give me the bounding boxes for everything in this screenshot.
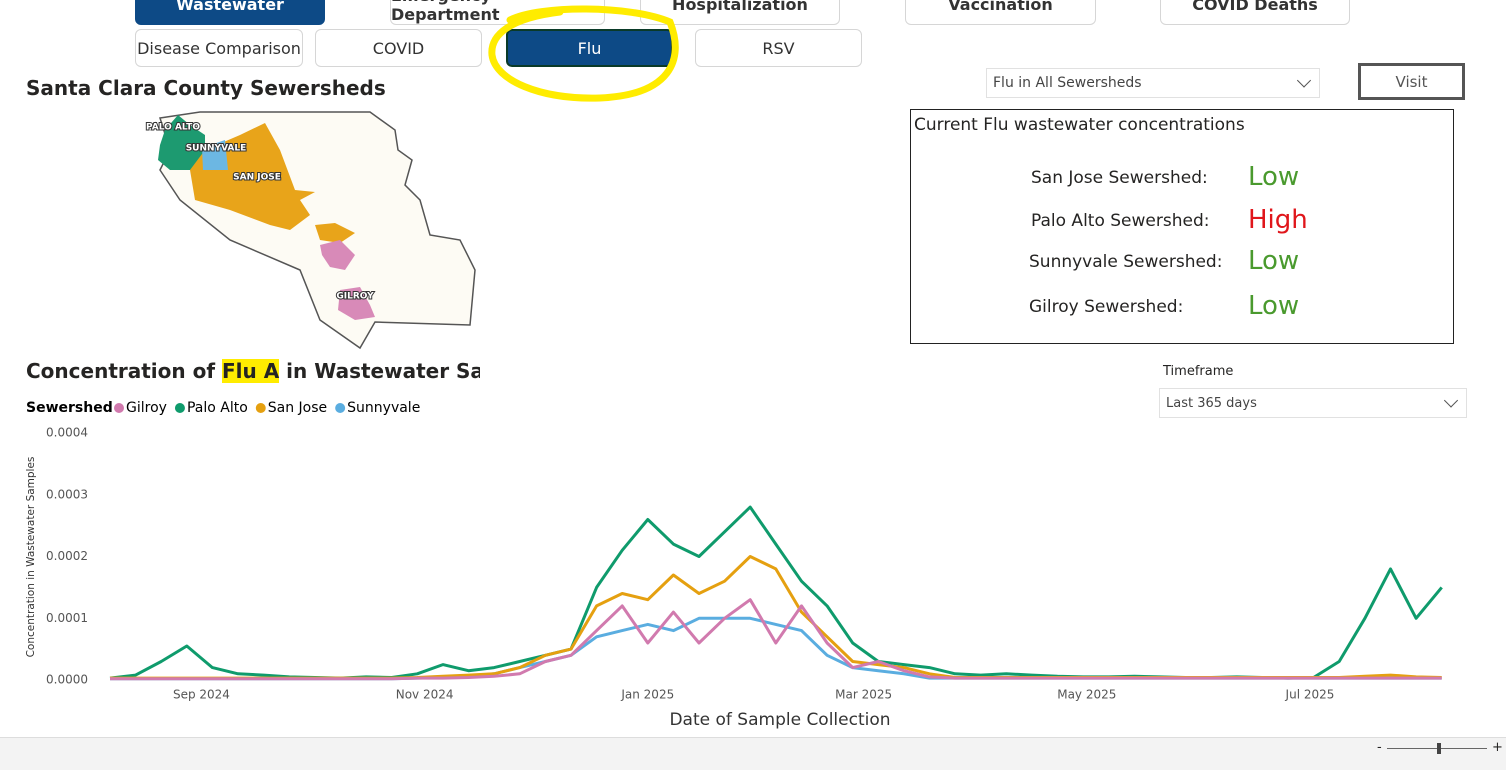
- highlight-annotation: [488, 5, 679, 102]
- sewershed-name: Palo Alto Sewershed:: [1031, 211, 1210, 231]
- dropdown-value: Last 365 days: [1166, 395, 1257, 411]
- x-tick-label: Jul 2025: [1285, 688, 1335, 702]
- concentration-level: High: [1248, 205, 1308, 235]
- y-tick-label: 0.0000: [46, 673, 88, 687]
- sewershed-name: Sunnyvale Sewershed:: [1029, 252, 1223, 272]
- concentration-level: Low: [1248, 162, 1300, 192]
- y-tick-label: 0.0004: [46, 426, 88, 440]
- x-tick-label: Jan 2025: [620, 688, 674, 702]
- x-tick-label: Nov 2024: [396, 688, 454, 702]
- legend-marker: [255, 403, 266, 413]
- sewershed-palo-alto[interactable]: [158, 115, 205, 170]
- series-line: [110, 598, 1442, 681]
- sewershed-name: San Jose Sewershed:: [1031, 168, 1208, 188]
- sewershed-gilroy-part: [320, 240, 355, 270]
- title-highlight: Flu A: [222, 359, 280, 383]
- visit-button[interactable]: Visit: [1358, 63, 1465, 100]
- sewershed-name: Gilroy Sewershed:: [1029, 297, 1184, 317]
- map-label: SUNNYVALE: [186, 144, 247, 154]
- concentration-level: Low: [1248, 291, 1300, 321]
- x-tick-label: May 2025: [1057, 688, 1116, 702]
- tab[interactable]: COVID: [315, 29, 482, 67]
- legend-label: San Jose: [268, 400, 327, 416]
- series-line: [110, 616, 1442, 681]
- legend-marker: [335, 403, 346, 413]
- series-line: [110, 555, 1442, 680]
- tab[interactable]: Flu: [506, 29, 673, 67]
- tab-top[interactable]: Hospitalization: [640, 0, 840, 25]
- timeframe-label: Timeframe: [1163, 364, 1234, 379]
- timeframe-dropdown[interactable]: Last 365 days: [1159, 388, 1467, 418]
- legend-label: Gilroy: [126, 400, 167, 416]
- tab-top[interactable]: Emergency Department: [390, 0, 605, 25]
- y-tick-label: 0.0003: [46, 487, 88, 501]
- tab-top[interactable]: Wastewater: [135, 0, 325, 25]
- status-title: Current Flu wastewater concentrations: [914, 115, 1245, 135]
- sewershed-san-jose-part: [315, 223, 355, 243]
- tab-top[interactable]: Vaccination: [905, 0, 1096, 25]
- legend-label: Sunnyvale: [347, 400, 420, 416]
- legend-marker: [114, 403, 124, 413]
- sewershed-gilroy[interactable]: [338, 287, 375, 320]
- tab[interactable]: Disease Comparison: [135, 29, 303, 67]
- status-bar: - +: [0, 737, 1506, 770]
- map-label: SAN JOSE: [233, 173, 281, 183]
- map: PALO ALTO SUNNYVALE SAN JOSE GILROY: [145, 111, 476, 350]
- zoom-thumb[interactable]: [1437, 743, 1441, 754]
- zoom-out[interactable]: -: [1377, 740, 1382, 755]
- legend-title: Sewershed: [26, 400, 113, 416]
- map-label: GILROY: [336, 292, 374, 302]
- legend-label: Palo Alto: [187, 400, 248, 416]
- y-tick-label: 0.0001: [46, 611, 88, 625]
- x-axis-label: Date of Sample Collection: [669, 710, 890, 730]
- chart-title: Concentration of Flu A in Wastewater Sam…: [26, 359, 480, 383]
- sewershed-dropdown[interactable]: Flu in All Sewersheds: [986, 68, 1320, 98]
- concentration-level: Low: [1248, 246, 1300, 276]
- line-chart: Sewershed Date of Sample Collection Conc…: [25, 400, 1443, 730]
- sewershed-sunnyvale[interactable]: [202, 140, 228, 170]
- status-box: Current Flu wastewater concentrations Sa…: [910, 109, 1454, 344]
- zoom-in[interactable]: +: [1492, 740, 1503, 755]
- x-tick-label: Sep 2024: [173, 688, 230, 702]
- title-part: in Wastewater Samples: [286, 359, 480, 383]
- y-tick-label: 0.0002: [46, 549, 88, 563]
- map-label: PALO ALTO: [146, 123, 200, 133]
- x-tick-label: Mar 2025: [835, 688, 892, 702]
- tab-top[interactable]: COVID Deaths: [1160, 0, 1350, 25]
- title-part: Concentration of: [26, 359, 222, 383]
- map-title: Santa Clara County Sewersheds: [26, 76, 386, 100]
- y-axis-label: Concentration in Wastewater Samples: [25, 457, 37, 658]
- tab[interactable]: RSV: [695, 29, 862, 67]
- legend-marker: [174, 403, 185, 413]
- series-line: [109, 505, 1443, 680]
- dropdown-value: Flu in All Sewersheds: [993, 75, 1142, 91]
